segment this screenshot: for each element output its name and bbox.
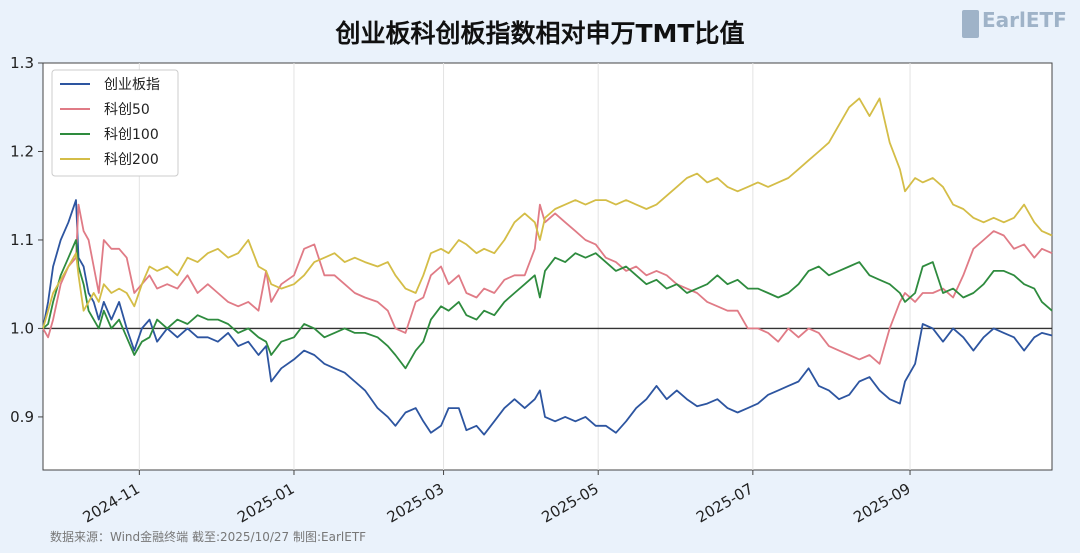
series-line-2: [42, 203, 1053, 365]
y-tick-label: 1.2: [10, 142, 34, 160]
chart-title: 创业板科创板指数相对申万TMT比值: [335, 19, 745, 48]
series-layer: [42, 97, 1053, 436]
legend-label: 科创100: [104, 127, 159, 143]
x-tick-label: 2025-07: [693, 480, 756, 527]
logo: EarlETF: [962, 8, 1074, 42]
series-line-1: [42, 199, 1053, 436]
logo-text: EarlETF: [982, 8, 1067, 32]
legend-label: 科创50: [104, 102, 150, 118]
x-tick-label: 2025-03: [384, 480, 447, 527]
legend-box: [51, 69, 179, 177]
y-tick-label: 0.9: [10, 408, 34, 426]
x-tick-label: 2025-01: [234, 480, 297, 527]
x-tick-label: 2024-11: [80, 480, 143, 527]
y-tick-label: 1.0: [10, 319, 34, 337]
x-axis: 2024-11 2025-01 2025-03 2025-05 2025-07 2025-…: [80, 470, 914, 527]
series-line-4: [42, 97, 1053, 329]
y-tick-label: 1.3: [10, 54, 34, 72]
legend-label: 科创200: [104, 152, 159, 168]
y-axis: 0.9 1.0 1.1 1.2 1.3: [10, 54, 43, 426]
vertical-gridlines: [138, 63, 911, 470]
x-tick-label: 2025-05: [539, 480, 602, 527]
x-tick-label: 2025-09: [850, 480, 913, 527]
y-tick-label: 1.1: [10, 231, 34, 249]
logo-mark-icon: [962, 10, 979, 38]
source-note: 数据来源：Wind金融终端 截至:2025/10/27 制图:EarlETF: [50, 530, 367, 544]
legend-label: 创业板指: [104, 77, 160, 93]
series-line-3: [42, 239, 1053, 370]
